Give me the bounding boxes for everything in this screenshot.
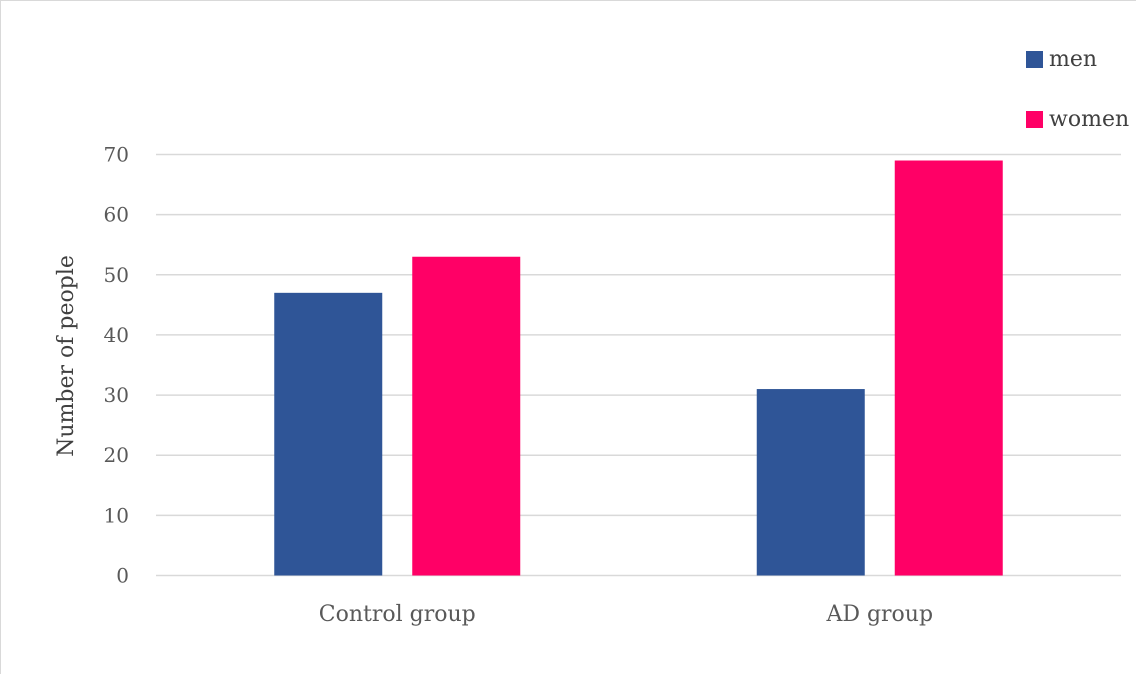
bars bbox=[274, 160, 1003, 576]
y-tick-label-70: 70 bbox=[104, 143, 129, 167]
y-tick-label-60: 60 bbox=[104, 203, 129, 227]
legend-swatch-women bbox=[1026, 111, 1043, 128]
x-category-labels: Control group AD group bbox=[319, 602, 933, 627]
x-category-label-1: AD group bbox=[825, 602, 933, 627]
y-tick-label-0: 0 bbox=[116, 564, 129, 588]
bar-women-ad-group bbox=[894, 160, 1003, 576]
legend-label-women: women bbox=[1049, 107, 1129, 132]
y-tick-label-20: 20 bbox=[104, 443, 129, 467]
legend: men women bbox=[1026, 47, 1129, 132]
y-axis-title: Number of people bbox=[54, 255, 79, 457]
bar-women-control-group bbox=[412, 256, 521, 576]
y-tick-label-50: 50 bbox=[104, 263, 129, 287]
bar-men-ad-group bbox=[756, 389, 865, 576]
legend-swatch-men bbox=[1026, 51, 1043, 68]
y-tick-label-10: 10 bbox=[104, 503, 129, 527]
y-tick-label-40: 40 bbox=[104, 323, 129, 347]
x-category-label-0: Control group bbox=[319, 602, 476, 627]
y-tick-label-30: 30 bbox=[104, 383, 129, 407]
y-tick-labels: 0 10 20 30 40 50 60 70 bbox=[104, 143, 129, 588]
legend-label-men: men bbox=[1049, 47, 1097, 72]
bar-men-control-group bbox=[274, 292, 383, 576]
